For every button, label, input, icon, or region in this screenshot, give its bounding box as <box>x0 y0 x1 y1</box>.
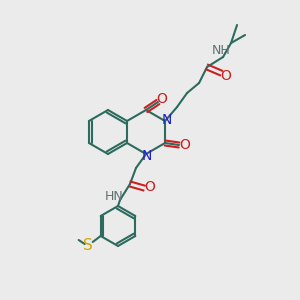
Text: O: O <box>180 138 190 152</box>
Text: NH: NH <box>212 44 230 58</box>
Text: O: O <box>145 180 155 194</box>
Text: S: S <box>83 238 93 253</box>
Text: N: N <box>142 149 152 163</box>
Text: O: O <box>220 69 232 83</box>
Text: HN: HN <box>105 190 123 203</box>
Text: O: O <box>157 92 167 106</box>
Text: N: N <box>162 113 172 127</box>
